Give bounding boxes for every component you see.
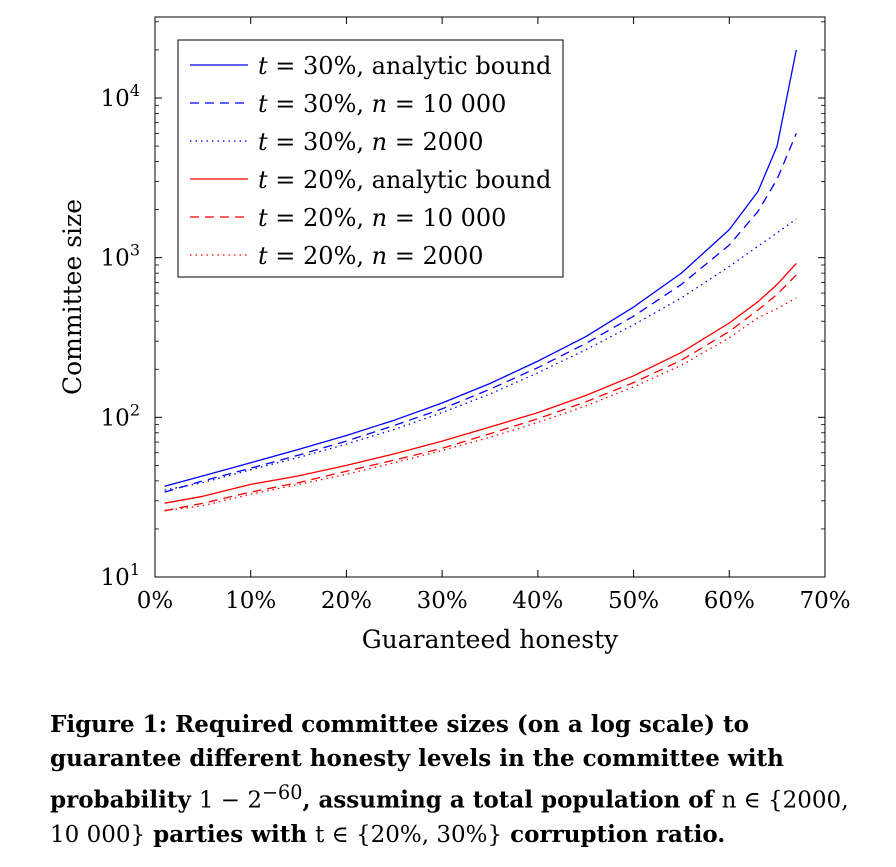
- x-tick-label: 50%: [608, 588, 659, 614]
- caption-math-1: 1 − 2: [198, 787, 262, 814]
- x-tick-label: 10%: [225, 588, 276, 614]
- caption-label: Figure 1:: [50, 711, 168, 738]
- caption-math-2: n ∈ {2000, 10 000}: [50, 787, 849, 848]
- legend-label: t = 30%, n = 10 000: [258, 90, 506, 118]
- caption-text-4: corruption ratio.: [502, 820, 726, 848]
- legend-label: t = 30%, n = 2000: [258, 128, 484, 156]
- y-axis-ticks: 101 102 103 104: [101, 81, 825, 591]
- caption-text-1: Required committee sizes (on a log scale…: [50, 711, 784, 814]
- y-tick-label: 103: [101, 241, 140, 272]
- y-tick-label: 101: [101, 560, 140, 591]
- series-line-dotted: [164, 297, 797, 512]
- plot-frame: [154, 16, 826, 578]
- x-axis-label: Guaranteed honesty: [362, 625, 619, 654]
- y-minor-ticks: [155, 21, 825, 530]
- caption-text-3: parties with: [145, 820, 316, 848]
- x-tick-label: 30%: [417, 588, 468, 614]
- x-tick-label: 0%: [137, 588, 174, 614]
- x-tick-label: 60%: [704, 588, 755, 614]
- figure-caption: Figure 1: Required committee sizes (on a…: [50, 708, 876, 852]
- legend-label: t = 30%, analytic bound: [258, 52, 551, 80]
- series-line-dashed: [164, 133, 797, 493]
- legend-label: t = 20%, n = 2000: [258, 242, 484, 270]
- legend-label: t = 20%, n = 10 000: [258, 204, 506, 232]
- committee-size-chart: 0% 10% 20% 30% 40% 50% 60% 70% 101 102 103 104 Gua…: [58, 16, 851, 654]
- x-tick-label: 20%: [321, 588, 372, 614]
- series-line-solid: [164, 49, 797, 487]
- x-tick-label: 40%: [512, 588, 563, 614]
- x-axis-ticks: 0% 10% 20% 30% 40% 50% 60% 70%: [137, 17, 851, 614]
- y-axis-label: Committee size: [58, 199, 87, 395]
- y-tick-label: 104: [101, 81, 140, 112]
- legend-entries: t = 30%, analytic bound t = 30%, n = 10 0…: [190, 52, 551, 270]
- legend-box: [177, 39, 564, 278]
- y-tick-label: 102: [101, 400, 140, 431]
- legend: t = 30%, analytic bound t = 30%, n = 10 0…: [177, 39, 564, 278]
- caption-text-2: , assuming a total population of: [302, 786, 722, 814]
- caption-math-1-sup: −60: [262, 781, 303, 804]
- x-tick-label: 70%: [799, 588, 850, 614]
- caption-math-3: t ∈ {20%, 30%}: [315, 821, 503, 848]
- series-line-solid: [164, 262, 797, 504]
- legend-label: t = 20%, analytic bound: [258, 166, 551, 194]
- series-line-dashed: [164, 274, 797, 512]
- series-layer: [164, 49, 797, 512]
